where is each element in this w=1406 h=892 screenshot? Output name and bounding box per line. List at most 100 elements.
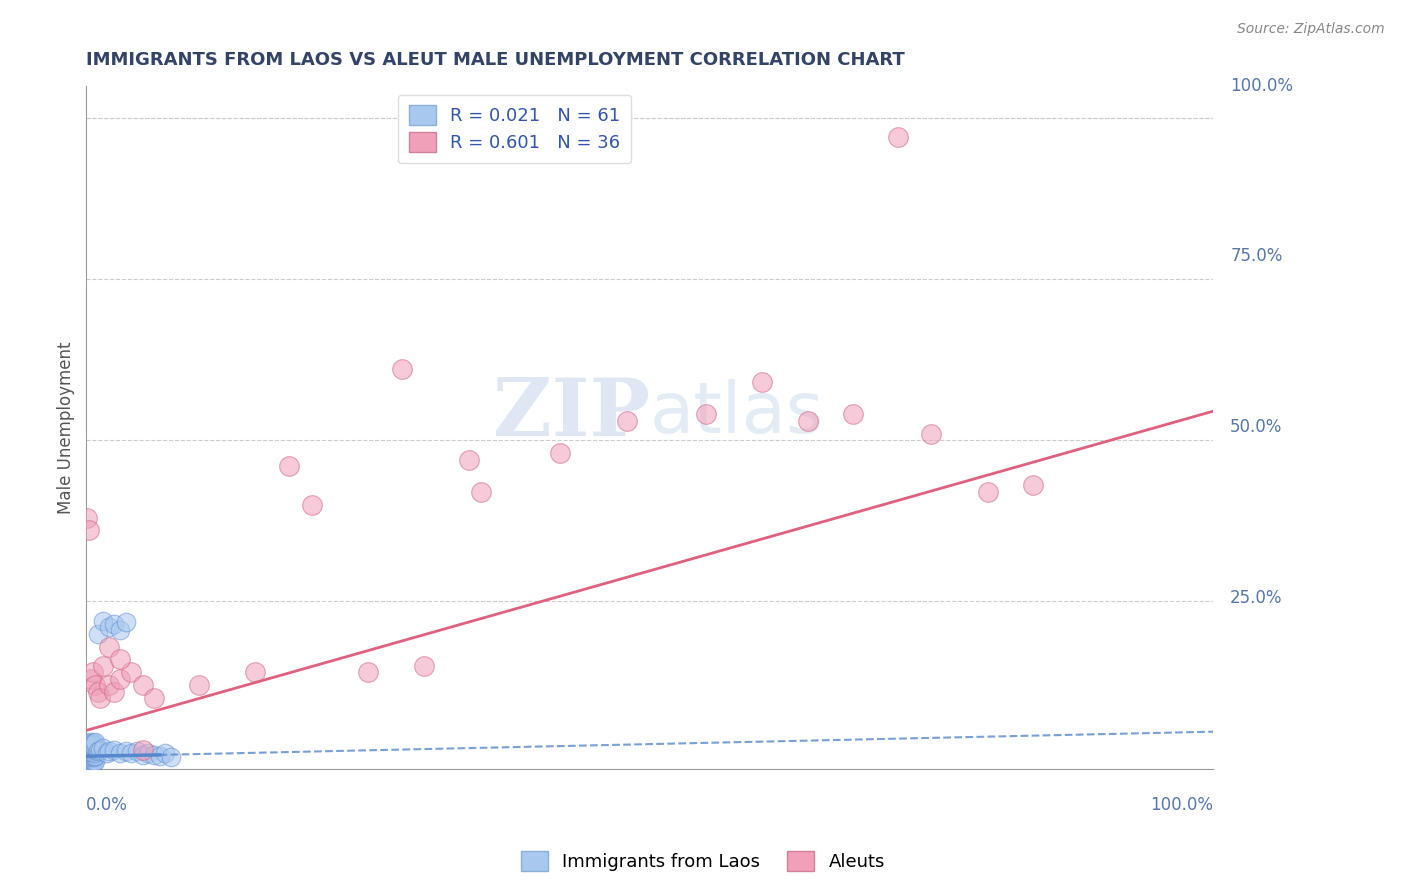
Point [148, 749, 170, 764]
Point [142, 691, 165, 706]
Point [80, 749, 103, 764]
Point [91, 659, 114, 673]
Legend: Immigrants from Laos, Aleuts: Immigrants from Laos, Aleuts [513, 844, 893, 879]
Point [76, 749, 98, 764]
Point [80, 755, 103, 769]
Point [86, 626, 108, 640]
Point [79, 738, 101, 752]
Point [97, 678, 120, 692]
Point [76, 510, 98, 524]
Text: 100.0%: 100.0% [1150, 797, 1213, 814]
Point [80, 737, 103, 751]
Point [89, 691, 111, 706]
Point [470, 484, 492, 499]
Point [413, 659, 436, 673]
Point [886, 130, 908, 145]
Point [125, 744, 148, 758]
Point [83, 755, 105, 769]
Point [103, 743, 125, 757]
Point [80, 739, 103, 753]
Point [80, 736, 103, 750]
Point [80, 672, 103, 686]
Point [977, 484, 1000, 499]
Point [245, 665, 267, 680]
Point [142, 747, 165, 762]
Point [79, 735, 101, 749]
Point [136, 746, 159, 760]
Point [84, 743, 107, 757]
Point [76, 736, 98, 750]
Point [84, 755, 107, 769]
Point [77, 741, 100, 756]
Point [120, 665, 142, 680]
Point [841, 408, 863, 422]
Point [79, 741, 101, 756]
Point [108, 746, 131, 760]
Point [159, 750, 181, 764]
Point [96, 746, 118, 760]
Point [108, 652, 131, 666]
Text: 100.0%: 100.0% [1230, 77, 1294, 95]
Point [82, 740, 104, 755]
Text: 75.0%: 75.0% [1230, 247, 1282, 266]
Point [131, 743, 153, 757]
Point [86, 744, 108, 758]
Point [82, 665, 104, 680]
Point [131, 747, 153, 762]
Text: atlas: atlas [650, 379, 824, 448]
Point [80, 745, 103, 759]
Point [91, 741, 114, 756]
Point [76, 756, 98, 770]
Point [77, 744, 100, 758]
Point [82, 738, 104, 752]
Point [131, 678, 153, 692]
Point [108, 672, 131, 686]
Point [76, 739, 98, 754]
Point [79, 750, 101, 764]
Point [89, 743, 111, 757]
Y-axis label: Male Unemployment: Male Unemployment [58, 341, 75, 514]
Point [82, 755, 104, 769]
Point [548, 446, 571, 460]
Point [82, 744, 104, 758]
Point [97, 640, 120, 654]
Point [84, 749, 107, 764]
Point [83, 746, 105, 760]
Point [77, 738, 100, 752]
Point [114, 615, 136, 629]
Point [278, 458, 301, 473]
Point [616, 414, 638, 428]
Text: IMMIGRANTS FROM LAOS VS ALEUT MALE UNEMPLOYMENT CORRELATION CHART: IMMIGRANTS FROM LAOS VS ALEUT MALE UNEMP… [86, 51, 905, 69]
Point [84, 678, 107, 692]
Point [80, 740, 103, 755]
Point [458, 452, 481, 467]
Point [357, 665, 380, 680]
Point [91, 614, 114, 628]
Point [114, 744, 136, 758]
Point [83, 741, 105, 756]
Point [153, 746, 176, 760]
Point [921, 426, 943, 441]
Point [80, 743, 103, 757]
Point [84, 739, 107, 754]
Point [391, 362, 413, 376]
Point [83, 736, 105, 750]
Point [103, 617, 125, 632]
Point [84, 735, 107, 749]
Point [80, 754, 103, 768]
Point [751, 375, 773, 389]
Point [301, 498, 323, 512]
Text: 25.0%: 25.0% [1230, 590, 1282, 607]
Point [695, 408, 717, 422]
Point [120, 746, 142, 760]
Point [796, 414, 818, 428]
Point [77, 524, 100, 538]
Point [76, 743, 98, 757]
Point [97, 744, 120, 758]
Point [1022, 478, 1045, 492]
Point [80, 746, 103, 760]
Point [86, 684, 108, 698]
Point [97, 620, 120, 634]
Text: ZIP: ZIP [492, 375, 650, 452]
Point [108, 624, 131, 638]
